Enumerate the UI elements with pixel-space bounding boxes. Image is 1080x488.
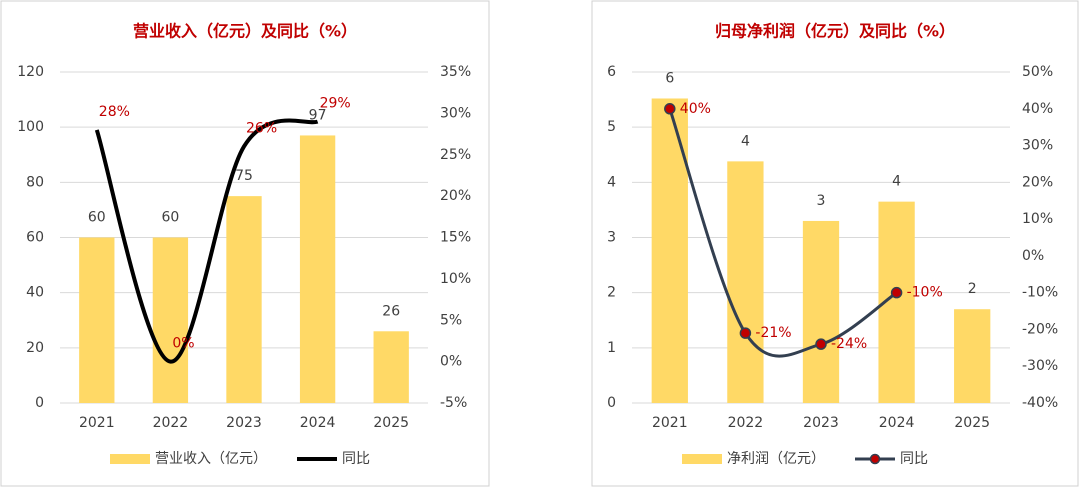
x-tick-label: 2023: [803, 415, 839, 431]
line-value-label: 0%: [172, 336, 194, 352]
y-tick-label: 40: [26, 285, 44, 301]
y2-tick-label: 30%: [440, 105, 471, 121]
legend-swatch: [110, 454, 150, 464]
y-tick-label: 0: [607, 395, 616, 411]
legend-label: 同比: [342, 451, 370, 467]
bar: [954, 309, 991, 403]
x-tick-label: 2022: [728, 415, 764, 431]
line-value-label: -21%: [755, 325, 791, 341]
y2-tick-label: -5%: [440, 395, 467, 411]
line: [94, 118, 319, 364]
y2-tick-label: 10%: [440, 271, 471, 287]
x-tick-label: 2024: [879, 415, 915, 431]
y2-tick-label: 50%: [1022, 64, 1053, 80]
bar-value-label: 4: [741, 133, 750, 149]
y-tick-label: 3: [607, 230, 616, 246]
y-tick-label: 0: [35, 395, 44, 411]
bar: [373, 331, 409, 403]
y2-tick-label: 25%: [440, 147, 471, 163]
line-marker: [815, 338, 827, 350]
bar-value-label: 26: [382, 303, 400, 319]
y2-tick-label: 10%: [1022, 211, 1053, 227]
y2-tick-label: 20%: [440, 188, 471, 204]
line-marker: [664, 103, 676, 115]
line-value-label: -24%: [831, 336, 867, 352]
y-tick-label: 2: [607, 285, 616, 301]
bar: [226, 196, 262, 403]
y2-tick-label: -30%: [1022, 358, 1058, 374]
bar-value-label: 4: [892, 174, 901, 190]
y2-tick-label: -40%: [1022, 395, 1058, 411]
y-tick-label: 20: [26, 340, 44, 356]
y2-tick-label: -20%: [1022, 321, 1058, 337]
line-value-label: 26%: [246, 120, 277, 136]
x-tick-label: 2025: [373, 415, 409, 431]
y2-tick-label: 30%: [1022, 138, 1053, 154]
bar-value-label: 60: [88, 210, 106, 226]
y-tick-label: 6: [607, 64, 616, 80]
line-value-label: 28%: [99, 104, 130, 120]
y-tick-label: 80: [26, 174, 44, 190]
line-value-label: -10%: [907, 285, 943, 301]
x-tick-label: 2021: [652, 415, 688, 431]
x-tick-label: 2022: [153, 415, 189, 431]
chart-title: 归母净利润（亿元）及同比（%）: [715, 22, 955, 41]
y2-tick-label: 20%: [1022, 174, 1053, 190]
y2-tick-label: 40%: [1022, 101, 1053, 117]
bar-value-label: 60: [161, 210, 179, 226]
bar: [727, 161, 764, 403]
y2-tick-label: 15%: [440, 230, 471, 246]
y-tick-label: 120: [17, 64, 44, 80]
y2-tick-label: 5%: [440, 312, 462, 328]
legend-label: 同比: [900, 451, 928, 467]
line: [668, 108, 898, 358]
y-tick-label: 60: [26, 230, 44, 246]
y-tick-label: 1: [607, 340, 616, 356]
y2-tick-label: 0%: [1022, 248, 1044, 264]
x-tick-label: 2024: [300, 415, 336, 431]
chart-title: 营业收入（亿元）及同比（%）: [133, 22, 357, 41]
legend-marker: [869, 453, 881, 465]
y2-tick-label: -10%: [1022, 285, 1058, 301]
legend-swatch: [682, 454, 722, 464]
x-tick-label: 2025: [954, 415, 990, 431]
bar-value-label: 97: [309, 107, 327, 123]
y2-tick-label: 0%: [440, 354, 462, 370]
bar-value-label: 3: [817, 193, 826, 209]
bar-value-label: 2: [968, 281, 977, 297]
bar: [79, 237, 115, 403]
bar-value-label: 6: [665, 70, 674, 86]
bar: [802, 220, 840, 403]
line-marker: [739, 327, 752, 339]
legend-label: 营业收入（亿元）: [155, 451, 267, 467]
bar: [651, 98, 688, 403]
y2-tick-label: 35%: [440, 64, 471, 80]
x-tick-label: 2023: [226, 415, 262, 431]
bar: [152, 237, 189, 403]
y-tick-label: 4: [607, 174, 616, 190]
y-tick-label: 5: [607, 119, 616, 135]
line-value-label: 29%: [320, 96, 351, 112]
y-tick-label: 100: [17, 119, 44, 135]
bar: [299, 135, 336, 404]
line-value-label: 40%: [680, 101, 711, 117]
line-marker: [890, 286, 903, 299]
legend-label: 净利润（亿元）: [727, 451, 825, 467]
x-tick-label: 2021: [79, 415, 115, 431]
bar-value-label: 75: [235, 168, 253, 184]
